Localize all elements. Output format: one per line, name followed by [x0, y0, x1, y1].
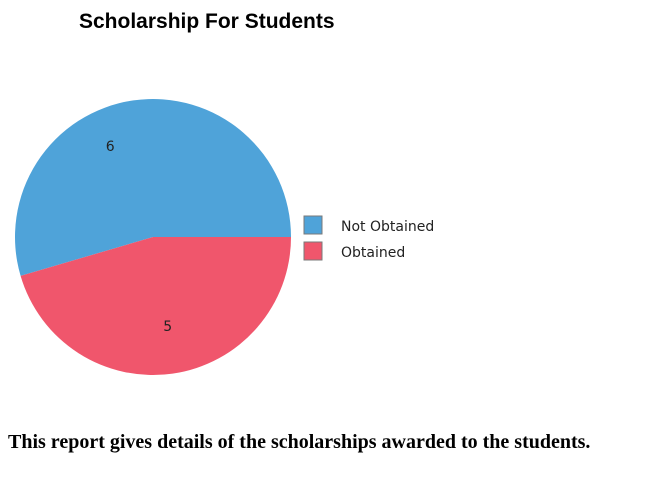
- pie-slices: [14, 99, 292, 376]
- legend-swatch-obtained: [303, 241, 323, 261]
- pie-slice-not-obtained: [14, 99, 291, 276]
- chart-title: Scholarship For Students: [79, 10, 335, 33]
- legend-label-obtained: Obtained: [341, 245, 405, 261]
- report-caption: This report gives details of the scholar…: [8, 431, 591, 453]
- legend-label-not-obtained: Not Obtained: [341, 219, 434, 235]
- data-label-not-obtained: 6: [106, 139, 115, 155]
- data-label-obtained: 5: [163, 319, 172, 335]
- pie-data-labels: 65: [106, 139, 172, 335]
- legend: Not Obtained Obtained: [303, 215, 434, 261]
- pie-slice-obtained: [20, 237, 292, 376]
- legend-swatch-not-obtained: [303, 215, 323, 235]
